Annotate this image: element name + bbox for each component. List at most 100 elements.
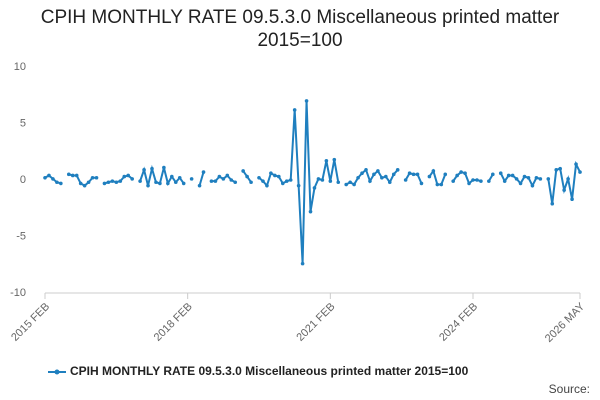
point xyxy=(177,175,182,180)
point xyxy=(384,174,388,179)
point xyxy=(55,180,59,185)
point xyxy=(166,181,170,186)
point xyxy=(280,181,285,186)
y-tick-label: -10 xyxy=(10,287,26,299)
point xyxy=(154,180,158,185)
point xyxy=(241,169,245,173)
point xyxy=(479,179,483,183)
point xyxy=(277,174,281,179)
point xyxy=(562,188,566,192)
point xyxy=(368,179,372,183)
point xyxy=(538,177,543,181)
point xyxy=(284,179,289,183)
point xyxy=(427,174,432,179)
point xyxy=(308,209,313,214)
point xyxy=(550,201,555,206)
line xyxy=(258,100,340,264)
chart-title: CPIH MONTHLY RATE 09.5.3.0 Miscellaneous… xyxy=(40,7,560,51)
point xyxy=(269,171,273,176)
point xyxy=(170,174,174,179)
point xyxy=(51,177,55,181)
point xyxy=(403,178,408,182)
point xyxy=(102,181,107,186)
point xyxy=(261,179,265,183)
point xyxy=(173,180,178,185)
point xyxy=(471,178,475,182)
point xyxy=(86,180,91,185)
x-tick-label: 2015 FEB xyxy=(9,301,52,344)
point xyxy=(566,177,570,181)
point xyxy=(439,182,444,187)
point xyxy=(380,175,384,180)
point xyxy=(106,180,111,185)
point xyxy=(221,177,226,181)
x-tick-label: 2018 FEB xyxy=(152,301,195,344)
point xyxy=(82,183,87,188)
point xyxy=(300,261,305,266)
point xyxy=(546,177,551,181)
point xyxy=(201,170,206,174)
point xyxy=(530,183,535,188)
point xyxy=(213,179,218,183)
point xyxy=(292,108,297,112)
point xyxy=(245,174,249,179)
point xyxy=(146,183,150,188)
point xyxy=(451,179,455,183)
point xyxy=(415,172,420,177)
point xyxy=(506,173,511,178)
point xyxy=(225,173,230,178)
point xyxy=(372,172,376,177)
point xyxy=(570,197,574,202)
point xyxy=(407,171,412,176)
point xyxy=(498,171,503,176)
point xyxy=(265,183,269,188)
point xyxy=(66,172,71,177)
y-tick-label: 10 xyxy=(14,61,26,73)
point xyxy=(162,165,166,170)
point xyxy=(348,180,352,185)
point xyxy=(209,179,214,183)
point xyxy=(391,172,396,177)
point xyxy=(118,179,123,183)
point xyxy=(411,172,416,177)
point xyxy=(126,173,131,178)
point xyxy=(94,175,99,180)
point xyxy=(463,171,467,176)
point xyxy=(376,169,380,173)
point xyxy=(217,174,222,179)
point xyxy=(150,166,154,171)
point xyxy=(130,177,134,181)
point xyxy=(387,180,392,185)
y-tick-label: 0 xyxy=(20,174,26,186)
point xyxy=(328,179,333,183)
point xyxy=(273,173,277,178)
point xyxy=(249,180,253,185)
point xyxy=(142,168,146,172)
legend-marker xyxy=(54,369,60,375)
point xyxy=(70,173,75,178)
point xyxy=(526,175,531,180)
point xyxy=(257,175,261,180)
point xyxy=(288,178,293,182)
point xyxy=(320,178,325,182)
point xyxy=(522,174,527,179)
x-tick-label: 2026 MAY xyxy=(543,300,588,345)
point xyxy=(467,181,471,186)
point xyxy=(189,177,194,181)
point xyxy=(59,181,63,186)
point xyxy=(197,183,202,188)
point xyxy=(229,178,234,182)
y-tick-label: -5 xyxy=(16,230,26,242)
point xyxy=(578,170,582,174)
source: Source: xyxy=(549,382,590,396)
point xyxy=(158,181,162,186)
point xyxy=(431,169,436,173)
x-tick-label: 2024 FEB xyxy=(437,301,480,344)
point xyxy=(487,179,491,183)
point xyxy=(475,178,479,182)
point xyxy=(518,181,523,186)
point xyxy=(47,173,51,178)
point xyxy=(356,175,360,180)
point xyxy=(395,168,400,172)
